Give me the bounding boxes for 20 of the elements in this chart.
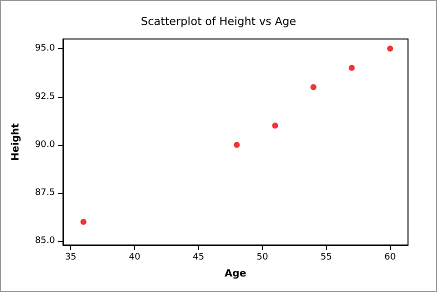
- y-tick-label: 85.0: [34, 236, 56, 246]
- point: [80, 218, 86, 225]
- chart-title: Scatterplot of Height vs Age: [140, 15, 296, 28]
- y-tick-label: 95.0: [34, 44, 56, 54]
- x-tick-label: 40: [128, 252, 141, 262]
- x-tick-label: 50: [256, 252, 268, 262]
- x-tick-label: 55: [320, 252, 332, 262]
- x-tick-label: 45: [192, 252, 204, 262]
- point: [348, 64, 355, 71]
- x-tick-label: 60: [384, 252, 396, 262]
- point: [272, 122, 278, 129]
- y-tick-label: 87.5: [34, 188, 55, 198]
- point: [234, 142, 240, 148]
- point: [387, 46, 394, 52]
- y-axis-title: Height: [10, 122, 22, 161]
- x-axis-title: Age: [224, 268, 247, 280]
- x-tick-label: 35: [64, 252, 76, 262]
- y-tick-label: 92.5: [34, 92, 55, 102]
- y-tick-label: 90.0: [34, 140, 56, 150]
- point: [310, 84, 316, 90]
